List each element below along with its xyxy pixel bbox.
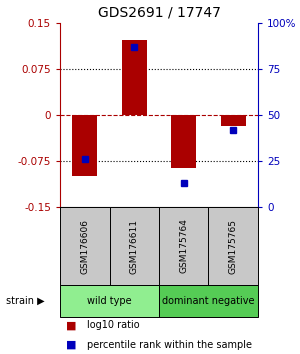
Text: GSM176606: GSM176606 xyxy=(80,218,89,274)
Bar xyxy=(208,207,258,285)
Text: wild type: wild type xyxy=(87,296,132,306)
Text: ■: ■ xyxy=(66,320,76,330)
Bar xyxy=(159,207,208,285)
Text: log10 ratio: log10 ratio xyxy=(87,320,140,330)
Text: percentile rank within the sample: percentile rank within the sample xyxy=(87,340,252,350)
Bar xyxy=(60,285,159,317)
Text: ■: ■ xyxy=(66,340,76,350)
Bar xyxy=(171,115,196,169)
Text: GSM175764: GSM175764 xyxy=(179,218,188,274)
Text: strain ▶: strain ▶ xyxy=(6,296,45,306)
Bar xyxy=(72,115,97,176)
Text: GSM175765: GSM175765 xyxy=(229,218,238,274)
Bar xyxy=(122,40,147,115)
Bar xyxy=(110,207,159,285)
Text: GSM176611: GSM176611 xyxy=(130,218,139,274)
Bar xyxy=(159,285,258,317)
Title: GDS2691 / 17747: GDS2691 / 17747 xyxy=(98,5,220,19)
Text: dominant negative: dominant negative xyxy=(162,296,255,306)
Bar xyxy=(60,207,110,285)
Bar xyxy=(221,115,246,126)
